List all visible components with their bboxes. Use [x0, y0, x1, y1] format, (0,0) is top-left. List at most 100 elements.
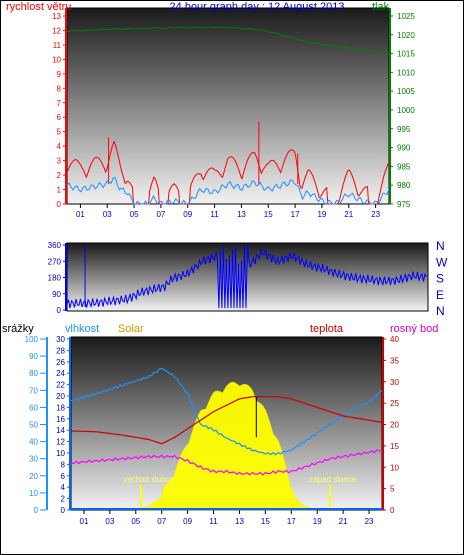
x-axis-tick-label: 13	[237, 210, 246, 219]
x-axis-tick-label: 09	[183, 210, 192, 219]
humidity-axis-tick-label: 80	[29, 369, 38, 378]
x-axis-tick-label: 21	[344, 210, 353, 219]
chart-title: 24 hour graph day : 12 August 2013	[170, 1, 345, 13]
direction-axis-tick-label: 270	[48, 257, 62, 266]
x-axis-tick-label: 03	[103, 210, 112, 219]
wind-direction-line	[66, 244, 427, 309]
pressure-axis-tick-label: 985	[397, 162, 411, 171]
pressure-axis-tick-label: 1025	[397, 12, 415, 21]
rain-axis-tick-label: 24	[56, 369, 65, 378]
wind-speed-axis-label: rychlost větru	[6, 1, 71, 13]
dewpoint-line	[70, 449, 383, 476]
humidity-axis-tick-label: 40	[29, 438, 38, 447]
wind-average-line	[66, 176, 390, 205]
x-axis-tick-label: 13	[235, 517, 244, 526]
x-axis-tick-label: 05	[131, 517, 140, 526]
pressure-axis-tick-label: 1015	[397, 50, 415, 59]
x-axis-tick-label: 03	[105, 517, 114, 526]
temperature-axis-tick-label: 30	[390, 378, 399, 387]
x-axis-tick-label: 19	[313, 517, 322, 526]
wind-axis-tick-label: 5	[57, 128, 62, 137]
x-axis-tick-label: 11	[210, 210, 219, 219]
wind-axis-tick-label: 12	[52, 26, 61, 35]
wind-axis-tick-label: 3	[57, 157, 62, 166]
x-axis-tick-label: 01	[76, 210, 85, 219]
rain-axis-tick-label: 2	[61, 495, 66, 504]
temperature-axis-tick-label: 25	[390, 399, 399, 408]
pressure-axis-tick-label: 1005	[397, 87, 415, 96]
humidity-line	[70, 367, 383, 456]
wind-axis-tick-label: 1	[57, 186, 62, 195]
solar-axis-label: Solar	[118, 323, 144, 335]
wind-gust-line	[66, 140, 390, 205]
x-axis-tick-label: 19	[317, 210, 326, 219]
temperature-axis-tick-label: 10	[390, 463, 399, 472]
rain-axis-tick-label: 20	[56, 392, 65, 401]
humidity-axis-tick-label: 30	[29, 455, 38, 464]
pressure-axis-tick-label: 1000	[397, 106, 415, 115]
humidity-axis-tick-label: 70	[29, 386, 38, 395]
pressure-axis-tick-label: 990	[397, 144, 411, 153]
temperature-axis-tick-label: 20	[390, 421, 399, 430]
sunset-label: západ slunce	[309, 475, 357, 484]
top-panel-background	[66, 7, 390, 205]
pressure-axis-tick-label: 980	[397, 181, 411, 190]
compass-label: W	[436, 255, 448, 269]
temperature-axis-tick-label: 35	[390, 356, 399, 365]
temperature-axis-label: teplota	[310, 323, 344, 335]
humidity-axis-tick-label: 20	[29, 472, 38, 481]
humidity-axis-tick-label: 60	[29, 403, 38, 412]
wind-axis-tick-label: 7	[57, 99, 62, 108]
wind-axis-tick-label: 8	[57, 84, 62, 93]
temperature-line	[70, 396, 383, 445]
rain-axis-tick-label: 4	[61, 483, 66, 492]
pressure-axis-tick-label: 975	[397, 200, 411, 209]
rain-axis-tick-label: 10	[56, 449, 65, 458]
humidity-axis-tick-label: 90	[29, 352, 38, 361]
x-axis-tick-label: 01	[80, 517, 89, 526]
rain-axis-tick-label: 28	[56, 346, 65, 355]
wind-axis-tick-label: 11	[53, 41, 62, 50]
x-axis-tick-label: 23	[371, 210, 380, 219]
wind-axis-tick-label: 6	[57, 113, 62, 122]
sunrise-label: východ slunce	[123, 475, 174, 484]
humidity-axis-label: vlhkost	[65, 323, 99, 335]
rain-axis-tick-label: 22	[56, 381, 65, 390]
x-axis-tick-label: 07	[156, 210, 165, 219]
rain-axis-tick-label: 16	[56, 415, 65, 424]
rain-axis-tick-label: 26	[56, 358, 65, 367]
x-axis-tick-label: 05	[130, 210, 139, 219]
temperature-axis-tick-label: 5	[390, 485, 395, 494]
wind-axis-tick-label: 9	[57, 70, 62, 79]
rain-axis-tick-label: 6	[61, 472, 66, 481]
compass-label: N	[436, 239, 445, 253]
solar-area	[135, 381, 318, 511]
pressure-axis-label: tlak	[372, 1, 390, 13]
pressure-axis-tick-label: 995	[397, 125, 411, 134]
rain-axis-tick-label: 30	[56, 335, 65, 344]
wind-axis-tick-label: 2	[57, 171, 62, 180]
wind-axis-tick-label: 0	[57, 200, 62, 209]
humidity-axis-tick-label: 50	[29, 421, 38, 430]
x-axis-tick-label: 11	[209, 517, 218, 526]
direction-axis-tick-label: 0	[57, 306, 62, 315]
rain-axis-label: srážky	[2, 323, 34, 335]
compass-label: E	[436, 288, 444, 302]
wind-axis-tick-label: 10	[52, 55, 61, 64]
rain-axis-tick-label: 0	[61, 506, 66, 515]
x-axis-tick-label: 21	[339, 517, 348, 526]
compass-label: S	[436, 272, 444, 286]
x-axis-tick-label: 15	[264, 210, 273, 219]
direction-axis-tick-label: 180	[48, 274, 62, 283]
temperature-axis-tick-label: 40	[390, 335, 399, 344]
temperature-axis-tick-label: 0	[390, 506, 395, 515]
wind-axis-tick-label: 4	[57, 142, 62, 151]
humidity-axis-tick-label: 100	[25, 335, 39, 344]
pressure-axis-tick-label: 1010	[397, 68, 415, 77]
x-axis-tick-label: 09	[183, 517, 192, 526]
temperature-axis-tick-label: 15	[390, 442, 399, 451]
pressure-axis-tick-label: 1020	[397, 31, 415, 40]
x-axis-tick-label: 17	[287, 517, 296, 526]
rain-axis-tick-label: 18	[56, 403, 65, 412]
